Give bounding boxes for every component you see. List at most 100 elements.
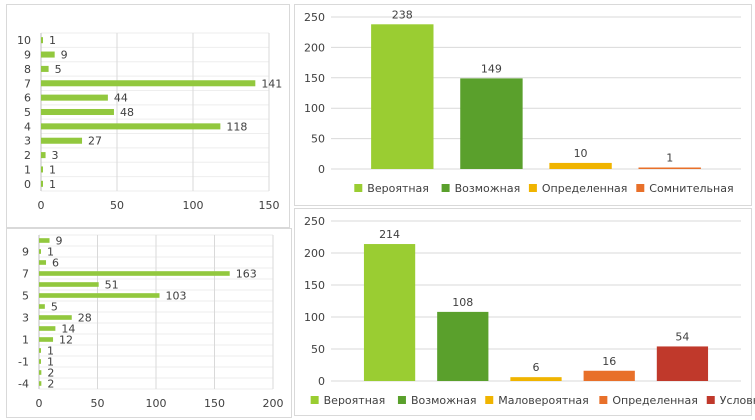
bar [41, 108, 114, 116]
bar [39, 348, 41, 353]
bar [39, 238, 50, 243]
data-label: 27 [88, 135, 102, 148]
legend-swatch [397, 396, 406, 404]
bar [39, 282, 99, 287]
data-label: 2 [47, 367, 54, 380]
legend: Вероятная Возможная Маловероятная Определен… [310, 394, 755, 407]
legend-swatch [485, 396, 494, 404]
data-label: 1 [47, 356, 54, 369]
hbar-chart-bottom-left-svg: 0 50 100 150 2002-421-1112114283510355116376… [18, 234, 284, 410]
bar [41, 80, 256, 87]
y-tick-label: 150 [304, 279, 325, 292]
y-tick-label: -1 [18, 356, 29, 369]
bar [41, 37, 43, 44]
data-label: 214 [379, 228, 400, 241]
data-label: 12 [59, 334, 73, 347]
data-label: 44 [114, 92, 128, 105]
y-tick-label: 100 [304, 311, 325, 324]
bar [41, 152, 46, 159]
bar [41, 94, 108, 101]
data-label: 10 [574, 147, 588, 160]
legend: Вероятная Возможная Определенная Сомнительн… [354, 182, 734, 195]
x-tick-label: 0 [36, 397, 43, 410]
x-tick-label: 0 [38, 199, 45, 212]
y-tick-label: 3 [24, 135, 31, 148]
data-label: 141 [261, 77, 282, 90]
bar [41, 166, 43, 173]
data-label: 14 [61, 323, 75, 336]
y-tick-label: 4 [24, 120, 31, 133]
data-label: 103 [166, 290, 187, 303]
bar [39, 315, 72, 320]
data-label: 163 [236, 268, 257, 281]
vbar-bar [371, 24, 434, 169]
bar [39, 337, 54, 342]
legend-label: Возможная [455, 182, 521, 195]
y-tick-label: 0 [318, 163, 325, 176]
bar [39, 304, 45, 309]
bar [41, 180, 43, 187]
y-tick-label: 50 [311, 133, 325, 146]
data-label: 1 [666, 152, 673, 165]
y-tick-label: 250 [304, 11, 325, 24]
data-label: 6 [52, 257, 59, 270]
bar [39, 293, 160, 298]
y-tick-label: 100 [304, 102, 325, 115]
data-label: 9 [61, 49, 68, 62]
y-tick-label: 200 [304, 247, 325, 260]
x-tick-label: 200 [263, 397, 284, 410]
data-label: 1 [47, 345, 54, 358]
x-tick-label: 150 [204, 397, 225, 410]
y-tick-label: 6 [24, 92, 31, 105]
vbar-bar [437, 311, 489, 381]
legend-swatch [528, 184, 537, 192]
data-label: 118 [226, 120, 247, 133]
vbar-bar [460, 78, 523, 169]
legend-swatch [636, 184, 645, 192]
bar [41, 137, 83, 144]
bar [39, 271, 230, 276]
legend-label: Вероятная [367, 182, 429, 195]
y-tick-label: 50 [311, 343, 325, 356]
bar [39, 326, 56, 331]
y-tick-label: 3 [22, 312, 29, 325]
y-tick-label: 0 [24, 178, 31, 191]
vbar-chart-bottom-right: 0 50 100 150 200 250 214 108 6 16 54 Вероятная Возмо… [294, 208, 755, 416]
data-label: 48 [120, 106, 134, 119]
y-tick-label: 10 [17, 34, 31, 47]
y-tick-label: 7 [22, 268, 29, 281]
data-label: 1 [49, 163, 56, 176]
legend-swatch [310, 396, 319, 404]
legend-swatch [441, 184, 450, 192]
bar [39, 381, 42, 386]
vbar-bar [638, 167, 701, 169]
data-label: 28 [78, 312, 92, 325]
legend-swatch [599, 396, 608, 404]
x-tick-label: 150 [259, 199, 280, 212]
legend-label: Определенная [612, 394, 698, 407]
y-tick-label: 8 [24, 63, 31, 76]
x-tick-label: 50 [110, 199, 124, 212]
y-tick-label: 5 [22, 290, 29, 303]
data-label: 108 [452, 296, 473, 309]
y-tick-label: 200 [304, 41, 325, 54]
y-tick-label: 9 [24, 49, 31, 62]
x-tick-label: 50 [91, 397, 105, 410]
data-label: 5 [51, 301, 58, 314]
data-label: 1 [47, 246, 54, 259]
y-tick-label: -4 [18, 378, 29, 391]
data-label: 16 [602, 355, 616, 368]
legend-swatch [706, 396, 715, 404]
y-tick-label: 0 [318, 375, 325, 388]
x-tick-label: 100 [183, 199, 204, 212]
bar [39, 359, 41, 364]
data-label: 6 [533, 361, 540, 374]
data-label: 9 [56, 235, 63, 248]
vbar-bar [656, 346, 709, 381]
legend-label: Сомнительная [649, 182, 733, 195]
y-tick-label: 250 [304, 215, 325, 228]
bar [39, 370, 42, 375]
data-label: 3 [52, 149, 59, 162]
y-tick-label: 7 [24, 77, 31, 90]
